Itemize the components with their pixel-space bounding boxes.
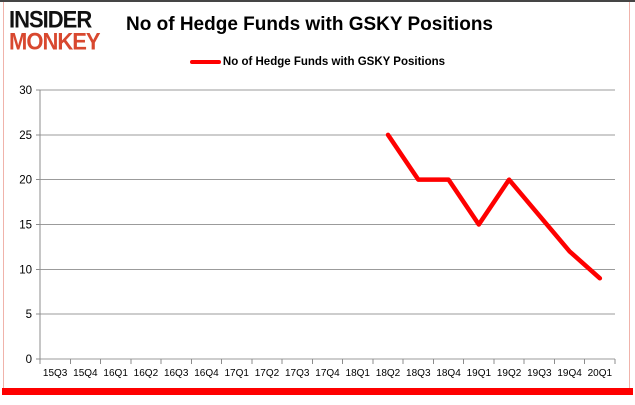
x-axis-tick-label: 18Q2: [376, 368, 401, 379]
x-axis-tick-label: 19Q4: [557, 368, 582, 379]
x-axis-tick-label: 15Q4: [73, 368, 98, 379]
legend-label: No of Hedge Funds with GSKY Positions: [222, 56, 446, 68]
x-axis-tick-label: 16Q4: [194, 368, 219, 379]
bottom-red-bar: [2, 388, 633, 395]
series-line: [385, 132, 603, 281]
logo-line1: INSIDER: [9, 5, 92, 33]
x-axis-tick-label: 16Q2: [134, 368, 159, 379]
x-axis-tick-label: 17Q2: [255, 368, 280, 379]
chart-svg: 0 5 10 15 20 25 30 15Q3 15Q4 16Q1 16Q2 16Q3 16Q4 17Q1…: [19, 85, 616, 379]
y-axis-tick-label: 15: [19, 220, 32, 232]
legend-line-swatch: [189, 60, 221, 64]
logo-line2: MONKEY: [9, 27, 101, 55]
x-axis-tick-label: 19Q1: [467, 368, 492, 379]
y-axis-tick-label: 0: [26, 354, 32, 366]
x-axis-tick-label: 18Q4: [436, 368, 461, 379]
chart-legend: No of Hedge Funds with GSKY Positions: [0, 56, 635, 68]
x-axis-tick-label: 17Q3: [285, 368, 310, 379]
insider-monkey-logo: INSIDER MONKEY: [9, 5, 121, 55]
x-axis-tick-label: 20Q1: [588, 368, 613, 379]
x-axis-tick-label: 17Q1: [224, 368, 249, 379]
x-axis-tick-label: 15Q3: [43, 368, 68, 379]
x-axis-tick-label: 19Q3: [527, 368, 552, 379]
x-axis-tick-label: 18Q3: [406, 368, 431, 379]
y-axis-tick-label: 10: [19, 264, 32, 276]
chart-plot-area: 0 5 10 15 20 25 30 15Q3 15Q4 16Q1 16Q2 16Q3 16Q4 17Q1…: [0, 76, 635, 388]
x-axis-tick-label: 19Q2: [497, 368, 522, 379]
x-axis-tick-label: 16Q3: [164, 368, 189, 379]
left-border: [3, 2, 4, 393]
y-axis-tick-label: 25: [19, 130, 32, 142]
x-axis-tick-label: 17Q4: [315, 368, 340, 379]
x-axis-tick-label: 18Q1: [346, 368, 371, 379]
top-border: [0, 0, 635, 2]
right-border: [629, 2, 630, 393]
page-title: No of Hedge Funds with GSKY Positions: [126, 14, 493, 35]
y-axis-tick-label: 20: [19, 175, 32, 187]
y-axis-tick-label: 5: [26, 309, 32, 321]
y-axis-tick-label: 30: [19, 85, 32, 97]
x-axis-tick-label: 16Q1: [103, 368, 128, 379]
